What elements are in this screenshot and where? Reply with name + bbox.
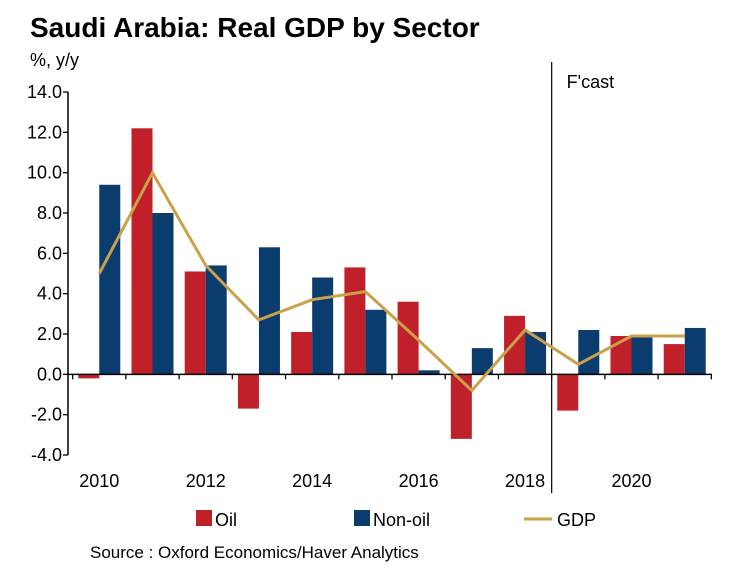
oil-bar-2021 xyxy=(663,344,685,375)
x-tick-label: 2014 xyxy=(292,471,332,491)
nonoil-bar-2021 xyxy=(684,327,706,375)
nonoil-bar-2017 xyxy=(471,348,493,375)
legend-oil-swatch xyxy=(196,510,212,526)
y-tick-label: 14.0 xyxy=(27,82,62,102)
x-tick-label: 2018 xyxy=(505,471,545,491)
oil-bar-2013 xyxy=(237,374,259,409)
oil-bar-2011 xyxy=(131,128,153,375)
y-tick-label: 4.0 xyxy=(37,284,62,304)
y-tick-label: -4.0 xyxy=(31,445,62,465)
nonoil-bar-2016 xyxy=(418,370,440,375)
oil-bar-2015 xyxy=(344,267,366,375)
nonoil-bar-2020 xyxy=(631,336,653,375)
x-tick-label: 2010 xyxy=(79,471,119,491)
forecast-label: F'cast xyxy=(567,72,614,92)
legend-nonoil-label: Non-oil xyxy=(373,510,430,530)
oil-bar-2018 xyxy=(504,315,526,375)
legend-gdp-label: GDP xyxy=(557,510,596,530)
oil-bar-2017 xyxy=(450,374,472,439)
nonoil-bar-2018 xyxy=(525,331,547,375)
y-tick-label: 10.0 xyxy=(27,163,62,183)
nonoil-bar-2019 xyxy=(578,329,600,375)
x-tick-label: 2016 xyxy=(399,471,439,491)
y-tick-label: 2.0 xyxy=(37,324,62,344)
nonoil-bar-2014 xyxy=(312,277,334,375)
y-tick-label: 6.0 xyxy=(37,243,62,263)
nonoil-bar-2011 xyxy=(152,213,174,375)
oil-bar-2014 xyxy=(291,331,313,375)
source-note: Source : Oxford Economics/Haver Analytic… xyxy=(90,543,419,562)
y-tick-label: 0.0 xyxy=(37,364,62,384)
oil-bar-2019 xyxy=(557,374,579,411)
oil-bar-2016 xyxy=(397,301,419,375)
nonoil-bar-2015 xyxy=(365,309,387,375)
legend-oil-label: Oil xyxy=(215,510,237,530)
legend-nonoil-swatch xyxy=(354,510,370,526)
legend-oil: Oil xyxy=(196,510,237,530)
nonoil-bar-2012 xyxy=(205,265,227,375)
nonoil-bar-2010 xyxy=(99,184,121,375)
gdp-line xyxy=(97,169,685,393)
x-tick-label: 2012 xyxy=(186,471,226,491)
oil-bar-2010 xyxy=(78,374,100,379)
legend-gdp: GDP xyxy=(524,510,596,530)
oil-bar-2012 xyxy=(184,271,206,375)
x-tick-label: 2020 xyxy=(611,471,651,491)
nonoil-bar-2013 xyxy=(258,247,280,375)
y-axis-label: %, y/y xyxy=(30,50,79,70)
y-tick-label: -2.0 xyxy=(31,405,62,425)
y-tick-label: 12.0 xyxy=(27,122,62,142)
legend-nonoil: Non-oil xyxy=(354,510,430,530)
chart-title: Saudi Arabia: Real GDP by Sector xyxy=(30,12,480,43)
y-tick-label: 8.0 xyxy=(37,203,62,223)
